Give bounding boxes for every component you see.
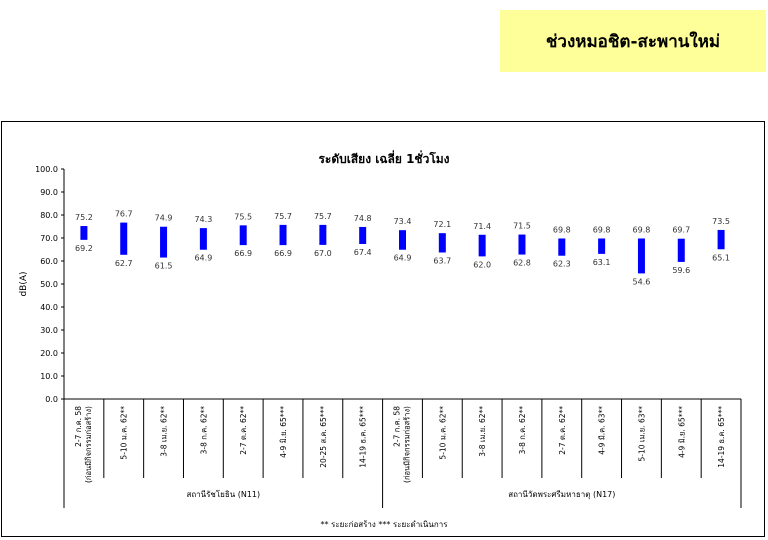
max-value-label: 74.8 bbox=[354, 214, 372, 223]
max-value-label: 69.8 bbox=[553, 225, 571, 234]
x-category-label: 3-8 ก.ค. 62** bbox=[518, 406, 527, 455]
range-bar bbox=[558, 238, 566, 256]
y-tick-label: 90.0 bbox=[40, 188, 58, 197]
min-value-label: 67.4 bbox=[354, 248, 372, 257]
x-category-label: 14-19 ธ.ค. 65*** bbox=[359, 406, 368, 468]
range-bar bbox=[160, 226, 168, 258]
range-bar bbox=[637, 238, 645, 274]
section-title-banner: ช่วงหมอชิต-สะพานใหม่ bbox=[500, 10, 766, 72]
y-tick-label: 60.0 bbox=[40, 257, 58, 266]
max-value-label: 69.8 bbox=[633, 225, 651, 234]
range-bar bbox=[478, 234, 486, 257]
min-value-label: 59.6 bbox=[672, 266, 690, 275]
min-value-label: 54.6 bbox=[633, 277, 651, 286]
max-value-label: 74.9 bbox=[155, 214, 173, 223]
range-bar bbox=[518, 234, 526, 255]
x-category-label: 20-25 ส.ค. 65*** bbox=[319, 406, 328, 468]
x-category-label: 2-7 ก.ค. 58 bbox=[74, 406, 83, 447]
max-value-label: 76.7 bbox=[115, 210, 133, 219]
x-category-label: 4-9 มิ.ย. 65*** bbox=[677, 406, 686, 458]
min-value-label: 65.1 bbox=[712, 253, 730, 262]
min-value-label: 69.2 bbox=[75, 244, 93, 253]
chart-title: ระดับเสียง เฉลี่ย 1ชั่วโมง bbox=[318, 152, 450, 166]
max-value-label: 71.5 bbox=[513, 222, 531, 231]
y-tick-label: 100.0 bbox=[35, 165, 58, 174]
min-value-label: 62.7 bbox=[115, 259, 133, 268]
y-tick-label: 70.0 bbox=[40, 234, 58, 243]
y-tick-label: 30.0 bbox=[40, 326, 58, 335]
range-bar bbox=[438, 233, 446, 253]
range-bar bbox=[279, 224, 287, 246]
range-bar bbox=[319, 224, 327, 245]
max-value-label: 75.5 bbox=[234, 212, 252, 221]
x-category-label: (ก่อนมีกิจกรรมก่อสร้าง) bbox=[403, 406, 412, 483]
footer-legend-note: ** ระยะก่อสร้าง *** ระยะดำเนินการ bbox=[320, 520, 448, 529]
min-value-label: 64.9 bbox=[194, 254, 212, 263]
y-tick-label: 20.0 bbox=[40, 349, 58, 358]
range-bar bbox=[399, 230, 406, 250]
x-category-label: 14-19 ธ.ค. 65*** bbox=[717, 406, 726, 468]
min-value-label: 63.1 bbox=[593, 258, 611, 267]
x-category-label: 2-7 ต.ค. 62** bbox=[239, 406, 248, 455]
group-label: สถานีรัชโยธิน (N11) bbox=[186, 489, 260, 499]
y-axis-label: dB(A) bbox=[19, 271, 29, 296]
max-value-label: 71.4 bbox=[473, 222, 491, 231]
x-category-label: 4-9 มิ.ย. 65*** bbox=[279, 406, 288, 458]
min-value-label: 62.3 bbox=[553, 260, 571, 269]
max-value-label: 69.7 bbox=[672, 226, 690, 235]
max-value-label: 75.7 bbox=[314, 212, 332, 221]
x-category-label: 5-10 เม.ย. 63** bbox=[637, 406, 646, 462]
max-value-label: 73.4 bbox=[394, 217, 412, 226]
max-value-label: 69.8 bbox=[593, 225, 611, 234]
y-tick-label: 50.0 bbox=[40, 280, 58, 289]
range-bar bbox=[359, 226, 367, 244]
min-value-label: 62.8 bbox=[513, 259, 531, 268]
min-value-label: 62.0 bbox=[473, 260, 491, 269]
min-value-label: 66.9 bbox=[234, 249, 252, 258]
x-category-label: 5-10 ม.ค. 62** bbox=[120, 406, 129, 460]
max-value-label: 75.2 bbox=[75, 213, 93, 222]
max-value-label: 72.1 bbox=[433, 220, 451, 229]
x-category-label: (ก่อนมีกิจกรรมก่อสร้าง) bbox=[84, 406, 93, 483]
max-value-label: 74.3 bbox=[194, 215, 212, 224]
min-value-label: 66.9 bbox=[274, 249, 292, 258]
y-tick-label: 80.0 bbox=[40, 211, 58, 220]
x-category-label: 3-8 ก.ค. 62** bbox=[199, 406, 208, 455]
group-label: สถานีวัดพระศรีมหาธาตุ (N17) bbox=[508, 490, 615, 499]
x-category-label: 3-8 เม.ย. 62** bbox=[478, 406, 487, 457]
x-category-label: 3-8 เม.ย. 62** bbox=[160, 406, 169, 457]
range-bar bbox=[717, 229, 725, 250]
max-value-label: 73.5 bbox=[712, 217, 730, 226]
x-category-label: 5-10 ม.ค. 62** bbox=[438, 406, 447, 460]
x-category-label: 4-9 มี.ค. 63** bbox=[598, 406, 607, 455]
min-value-label: 64.9 bbox=[394, 254, 412, 263]
y-tick-label: 10.0 bbox=[40, 372, 58, 381]
min-value-label: 63.7 bbox=[433, 256, 451, 265]
range-bar bbox=[80, 226, 88, 240]
range-bar bbox=[598, 238, 606, 254]
min-value-label: 67.0 bbox=[314, 249, 332, 258]
section-title: ช่วงหมอชิต-สะพานใหม่ bbox=[545, 31, 721, 52]
range-bar bbox=[677, 238, 685, 262]
min-value-label: 61.5 bbox=[155, 262, 173, 271]
range-bar bbox=[199, 228, 207, 250]
range-bar bbox=[239, 225, 247, 246]
y-tick-label: 40.0 bbox=[40, 303, 58, 312]
max-value-label: 75.7 bbox=[274, 212, 292, 221]
x-category-label: 2-7 ต.ค. 62** bbox=[558, 406, 567, 455]
y-tick-label: 0.0 bbox=[45, 395, 58, 404]
range-bar bbox=[120, 222, 128, 255]
x-category-label: 2-7 ก.ค. 58 bbox=[393, 406, 402, 447]
